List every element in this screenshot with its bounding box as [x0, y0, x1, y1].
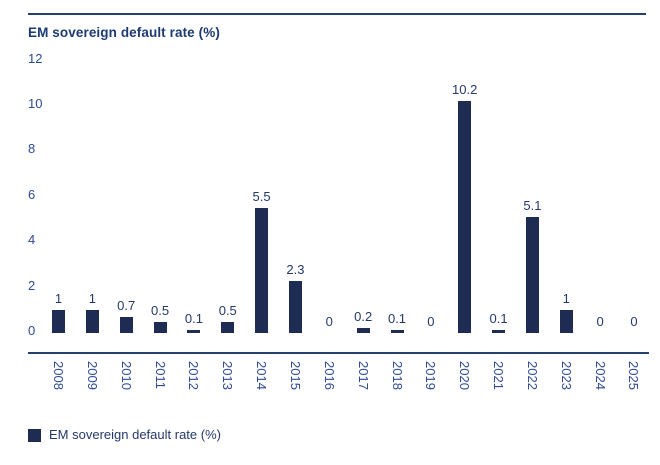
bar-value-label: 0.5: [151, 303, 170, 318]
y-tick-label: 4: [28, 232, 36, 248]
bar-value-label: 2.3: [286, 262, 305, 277]
y-tick-label: 6: [28, 186, 36, 202]
legend: EM sovereign default rate (%): [28, 428, 221, 442]
x-tick-label: 2008: [51, 361, 66, 390]
x-tick-label: 2020: [457, 361, 473, 390]
bar-value-label: 10.2: [452, 82, 478, 97]
bar: [221, 322, 235, 333]
bar: [119, 317, 133, 333]
bar: [52, 310, 65, 333]
x-tick-label: 2022: [524, 361, 540, 390]
legend-label: EM sovereign default rate (%): [49, 427, 221, 442]
x-tick-label: 2023: [558, 361, 574, 390]
y-tick-label: 12: [28, 50, 43, 66]
x-tick-label: 2009: [84, 361, 100, 390]
x-tick-label: 2021: [491, 361, 507, 390]
bar-value-label: 0: [325, 314, 333, 329]
bar: [255, 208, 269, 333]
bar: [288, 281, 302, 333]
bar-value-label: 5.1: [523, 198, 542, 213]
bar-value-label: 0.2: [354, 309, 373, 324]
y-tick-label: 0: [28, 323, 36, 338]
legend-swatch: [28, 428, 41, 442]
bar-value-label: 1: [562, 291, 570, 306]
top-rule: [28, 13, 646, 15]
x-tick-label: 2013: [220, 361, 236, 390]
bar: [559, 310, 573, 333]
bar: [153, 322, 167, 333]
bar-value-label: 0.1: [184, 311, 203, 326]
bar-value-label: 0: [596, 314, 604, 329]
x-tick-label: 2012: [186, 361, 202, 390]
bar: [85, 310, 99, 333]
x-tick-label: 2025: [626, 361, 642, 390]
bar-value-label: 0: [630, 314, 638, 329]
x-tick-label: 2015: [287, 361, 303, 390]
y-tick-label: 8: [28, 141, 36, 157]
x-tick-label: 2018: [389, 361, 405, 390]
bar: [356, 328, 370, 333]
bar-value-label: 0: [427, 314, 435, 329]
bar: [458, 101, 472, 333]
x-tick-label: 2010: [118, 361, 134, 390]
bar-value-label: 0.5: [218, 303, 237, 318]
bar-value-label: 0.7: [117, 298, 136, 313]
x-tick-label: 2024: [592, 361, 608, 390]
x-tick-label: 2016: [321, 361, 337, 390]
bar-value-label: 1: [88, 291, 96, 306]
bar-value-label: 0.1: [387, 311, 407, 326]
x-axis-line: [28, 352, 649, 354]
x-tick-label: 2017: [355, 361, 371, 390]
chart-title: EM sovereign default rate (%): [28, 25, 220, 40]
x-tick-label: 2019: [423, 361, 439, 390]
bar-value-label: 0.1: [489, 311, 508, 326]
bar-value-label: 1: [54, 291, 63, 306]
bar: [525, 217, 539, 333]
bar: [390, 330, 404, 333]
y-tick-label: 10: [28, 96, 43, 111]
bar: [187, 330, 201, 333]
x-tick-label: 2011: [152, 361, 168, 389]
x-tick-label: 2014: [254, 361, 270, 390]
bar-value-label: 5.5: [252, 189, 271, 204]
bar: [492, 330, 506, 333]
y-tick-label: 2: [28, 277, 36, 293]
